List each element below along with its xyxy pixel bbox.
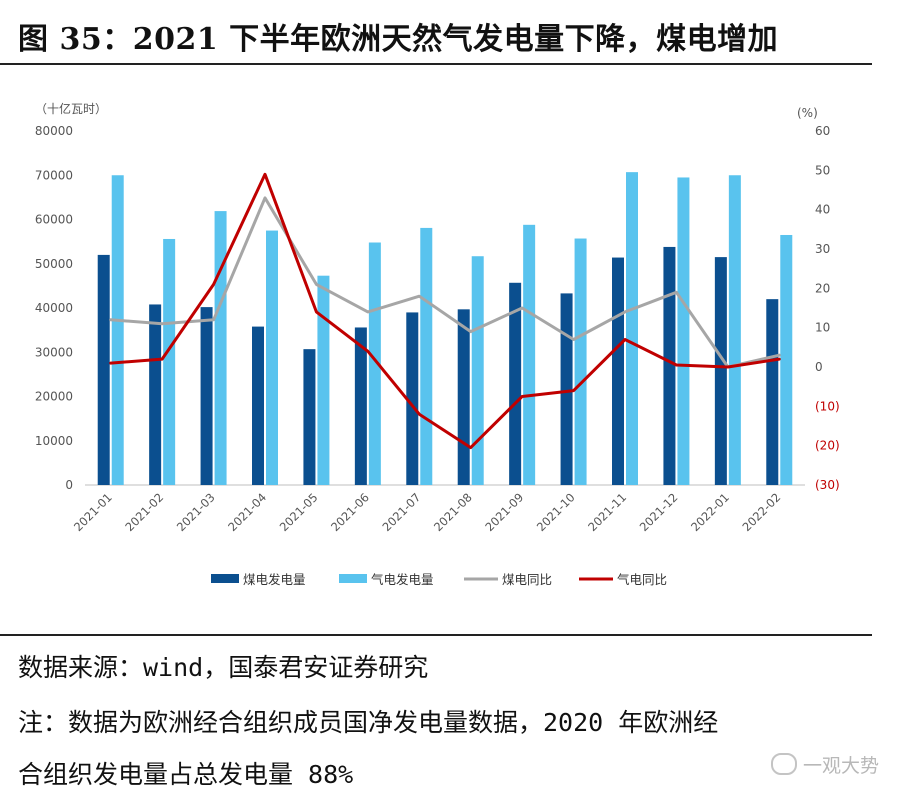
bottom-rule xyxy=(0,634,872,636)
legend-label: 煤电发电量 xyxy=(243,572,306,587)
gas-generation-bar xyxy=(368,242,381,485)
left-axis: （十亿瓦时） 0 10000 20000 30000 40000 50000 60000 700… xyxy=(35,101,107,492)
category-label: 2021-03 xyxy=(174,490,218,534)
category-label: 2021-07 xyxy=(380,490,424,534)
chart-lines xyxy=(109,172,781,450)
coal-generation-bar xyxy=(252,326,264,485)
gas-generation-bar xyxy=(111,175,124,485)
coal-generation-bar xyxy=(457,309,470,485)
right-tick-label: 40 xyxy=(815,203,830,217)
watermark: 一观大势 xyxy=(770,751,879,778)
coal-generation-bar xyxy=(509,282,522,485)
left-tick-label: 30000 xyxy=(35,345,73,359)
category-label: 2021-08 xyxy=(431,490,475,534)
category-label: 2021-04 xyxy=(225,490,269,534)
wechat-icon xyxy=(770,753,797,775)
category-label: 2022-01 xyxy=(688,490,732,534)
right-tick-label: 30 xyxy=(815,242,830,256)
coal-generation-bar xyxy=(766,299,779,485)
right-tick-label: (20) xyxy=(815,439,840,453)
gas-generation-bar xyxy=(214,211,227,485)
coal-generation-bar xyxy=(714,257,727,485)
right-tick-label: (10) xyxy=(815,399,840,413)
gas-generation-bar xyxy=(728,175,741,485)
left-tick-label: 20000 xyxy=(35,390,73,404)
category-label: 2021-06 xyxy=(328,490,372,534)
left-tick-label: 0 xyxy=(65,478,73,492)
left-tick-label: 80000 xyxy=(35,124,73,138)
chart: （十亿瓦时） 0 10000 20000 30000 40000 50000 60000 700… xyxy=(35,101,840,587)
figure-title: 图 35：2021 下半年欧洲天然气发电量下降，煤电增加 xyxy=(18,22,779,57)
gas-generation-bar xyxy=(266,230,278,485)
left-tick-label: 10000 xyxy=(35,434,73,448)
right-axis: (%) (30) (20) (10) 0 10 20 30 40 50 60 xyxy=(797,106,840,492)
coal-generation-bar xyxy=(97,254,110,485)
coal-generation-bar xyxy=(612,257,624,485)
note-line-1: 注：数据为欧洲经合组织成员国净发电量数据，2020 年欧洲经 xyxy=(18,708,719,737)
legend-label: 气电发电量 xyxy=(371,572,434,587)
legend-swatch xyxy=(339,574,367,583)
coal-generation-bar xyxy=(303,349,316,485)
right-tick-label: 20 xyxy=(815,281,830,295)
category-label: 2021-09 xyxy=(482,490,526,534)
chart-legend: 煤电发电量 气电发电量 煤电同比 气电同比 xyxy=(211,572,667,587)
coal-generation-bar xyxy=(560,293,573,485)
gas-generation-bar xyxy=(677,177,690,485)
coal-generation-bar xyxy=(149,304,162,485)
coal-generation-bar xyxy=(663,246,676,485)
gas-generation-bar xyxy=(780,234,793,485)
right-tick-label: 0 xyxy=(815,360,823,374)
coal-generation-bar xyxy=(406,312,419,485)
legend-label: 煤电同比 xyxy=(502,572,552,587)
coal-generation-bar xyxy=(200,307,213,485)
chart-bars xyxy=(97,172,793,485)
category-label: 2021-01 xyxy=(71,490,115,534)
category-label: 2021-12 xyxy=(637,490,681,534)
gas-generation-bar xyxy=(523,224,536,485)
gas-yoy-line xyxy=(109,172,781,450)
gas-generation-bar xyxy=(317,275,330,485)
left-tick-label: 50000 xyxy=(35,257,73,271)
gas-generation-bar xyxy=(420,227,433,485)
left-tick-label: 40000 xyxy=(35,301,73,315)
legend-label: 气电同比 xyxy=(617,572,667,587)
category-label: 2021-05 xyxy=(277,490,321,534)
gas-generation-bar xyxy=(626,172,638,485)
left-tick-label: 60000 xyxy=(35,213,73,227)
category-axis: 2021-01 2021-02 2021-03 2021-04 2021-05 2021-… xyxy=(71,490,783,534)
right-tick-label: (30) xyxy=(815,478,840,492)
left-axis-unit: （十亿瓦时） xyxy=(35,101,107,116)
left-tick-label: 70000 xyxy=(35,168,73,182)
category-label: 2021-11 xyxy=(585,490,629,534)
note-line-2: 合组织发电量占总发电量 88% xyxy=(18,760,354,789)
legend-swatch xyxy=(211,574,239,583)
source-note: 数据来源：wind，国泰君安证券研究 xyxy=(18,653,429,682)
category-label: 2021-10 xyxy=(534,490,578,534)
top-rule xyxy=(0,63,872,65)
coal-generation-bar xyxy=(354,327,367,485)
coal-yoy-line xyxy=(109,196,781,369)
gas-generation-bar xyxy=(163,238,176,485)
right-tick-label: 50 xyxy=(815,163,830,177)
gas-generation-bar xyxy=(471,256,484,485)
category-label: 2021-02 xyxy=(122,490,166,534)
right-tick-label: 60 xyxy=(815,124,830,138)
right-axis-unit: (%) xyxy=(797,106,818,120)
right-tick-label: 10 xyxy=(815,321,830,335)
gas-generation-bar xyxy=(574,238,587,485)
category-label: 2022-02 xyxy=(740,490,784,534)
watermark-text: 一观大势 xyxy=(802,755,879,777)
